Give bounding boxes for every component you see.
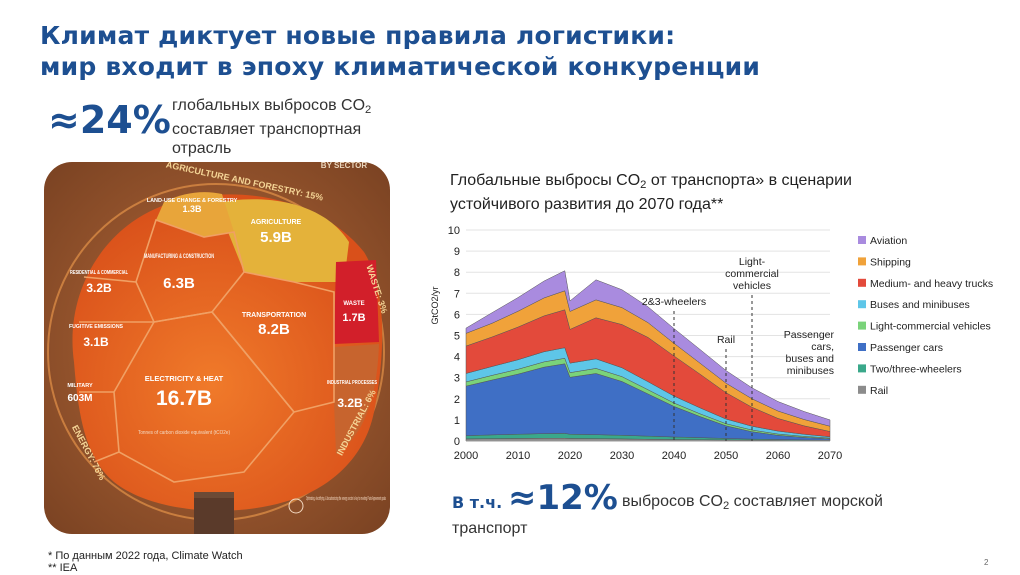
x-tick-label: 2030 (610, 450, 634, 462)
title-line-1: Климат диктует новые правила логистики: (40, 21, 676, 50)
annotation-text: Light-commercial vehicles (725, 256, 779, 292)
cell-name-land-use: LAND-USE CHANGE & FORESTRY (147, 198, 238, 204)
y-tick-label: 0 (454, 436, 460, 448)
cell-name-agriculture: AGRICULTURE (251, 219, 302, 226)
cell-value-electricity: 16.7B (156, 387, 212, 410)
bottom-note: Optimizing, electrifying, & decarbonizin… (306, 496, 386, 502)
cell-name-transportation: TRANSPORTATION (242, 312, 306, 319)
cell-value-transportation: 8.2B (258, 321, 290, 338)
x-tick-label: 2070 (818, 450, 842, 462)
agriculture-cell (212, 199, 349, 282)
x-tick-label: 2020 (558, 450, 582, 462)
cell-value-waste: 1.7B (342, 312, 365, 324)
cell-value-military: 603M (67, 393, 92, 404)
cell-value-manufacturing: 6.3B (163, 275, 195, 292)
industrial-cell (334, 344, 379, 454)
chart-title: Глобальные выбросы CO2 от транспорта» в … (450, 172, 852, 213)
legend-label: Buses and minibuses (870, 299, 970, 311)
cell-name-residential: RESIDENTIAL & COMMERCIAL (70, 270, 128, 276)
legend-swatch (858, 385, 866, 394)
legend-label: Aviation (870, 235, 907, 247)
y-tick-label: 3 (454, 373, 460, 385)
cell-name-waste: WASTE (343, 301, 364, 307)
y-tick-label: 7 (454, 288, 460, 300)
x-tick-label: 2040 (662, 450, 686, 462)
land-use-cell (156, 192, 234, 237)
y-tick-label: 6 (454, 309, 460, 321)
legend-label: Rail (870, 385, 888, 397)
annotation-text: 2&3-wheelers (642, 296, 706, 308)
shipping-share-text-2: транспорт (452, 520, 528, 537)
x-tick-label: 2000 (454, 450, 478, 462)
cell-name-manufacturing: MANUFACTURING & CONSTRUCTION (144, 253, 214, 260)
waste-cell (334, 260, 379, 344)
transport-share-value: ≈24% (48, 98, 171, 142)
legend-swatch (858, 257, 866, 266)
legend-label: Passenger cars (870, 342, 943, 354)
legend-label: Shipping (870, 256, 911, 268)
annotation-text: Rail (717, 334, 735, 346)
transport-emissions-chart: 0 1 2 3 4 5 6 7 8 9 10 2000 2010 2020 2030 2040 2050 2060… (430, 225, 993, 462)
y-tick-label: 4 (454, 352, 460, 364)
shipping-share-text: выбросов CO2 составляет морской (622, 493, 883, 512)
outer-label-corner: BY SECTOR (321, 162, 368, 170)
legend-swatch (858, 278, 866, 287)
page-title: Климат диктует новые правила логистики: … (40, 20, 760, 82)
y-tick-label: 2 (454, 394, 460, 406)
y-tick-label: 5 (454, 331, 460, 343)
legend-swatch (858, 343, 866, 351)
cell-value-residential: 3.2B (86, 281, 112, 295)
area-aviation (465, 270, 831, 427)
cell-value-industrial-processes: 3.2B (337, 396, 363, 410)
cell-value-land-use: 1.3B (182, 204, 202, 214)
title-line-2: мир входит в эпоху климатической конкуре… (40, 52, 761, 81)
legend-label: Two/three-wheelers (870, 363, 962, 375)
x-tick-label: 2010 (506, 450, 530, 462)
cell-value-fugitive: 3.1B (83, 335, 109, 349)
legend-swatch (858, 236, 866, 244)
footnote-1: * По данным 2022 года, Climate Watch (48, 550, 243, 562)
page-number: 2 (984, 558, 989, 567)
cell-name-fugitive: FUGITIVE EMISSIONS (69, 324, 123, 330)
footnotes: * По данным 2022 года, Climate Watch ** … (48, 550, 243, 574)
legend-swatch (858, 300, 866, 309)
y-tick-label: 9 (454, 246, 460, 258)
unit-note: Tonnes of carbon dioxide equivalent (tCO… (138, 430, 230, 436)
check-icon (288, 498, 304, 514)
y-tick-label: 8 (454, 267, 460, 279)
sector-emissions-infographic: AGRICULTURE AND FORESTRY: 15% BY SECTOR … (44, 162, 390, 534)
y-tick-label: 10 (448, 225, 460, 237)
legend-label: Light-commercial vehicles (870, 321, 991, 333)
y-axis-label: GtCO2/yr (430, 286, 440, 324)
cell-name-electricity: ELECTRICITY & HEAT (145, 374, 224, 383)
cell-name-industrial-processes: INDUSTRIAL PROCESSES (327, 380, 377, 386)
legend-swatch (858, 364, 866, 373)
cell-name-military: MILITARY (67, 383, 93, 389)
legend-label: Medium- and heavy trucks (870, 278, 993, 290)
legend-swatch (858, 321, 866, 330)
x-tick-label: 2060 (766, 450, 790, 462)
y-tick-label: 1 (454, 415, 460, 427)
shipping-share-value: ≈12% (508, 478, 618, 518)
transport-share-text: глобальных выбросов CO2 составляет транс… (172, 97, 372, 157)
cell-value-agriculture: 5.9B (260, 229, 292, 246)
shipping-share-prefix: В т.ч. (452, 493, 503, 512)
x-tick-label: 2050 (714, 450, 738, 462)
footnote-2: ** IEA (48, 562, 78, 574)
annotation-text: Passenger cars, buses and minibuses (784, 329, 835, 377)
